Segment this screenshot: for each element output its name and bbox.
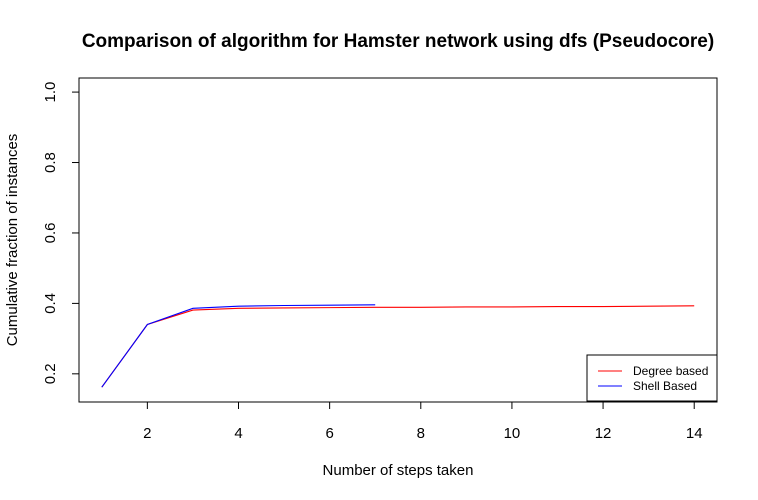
series-line-shell-based [101, 304, 376, 388]
x-tick-label: 2 [143, 425, 151, 442]
x-axis-label: Number of steps taken [323, 462, 474, 479]
y-tick-label: 0.4 [42, 293, 59, 314]
y-tick-label: 1.0 [42, 82, 59, 103]
plot-frame [78, 77, 718, 403]
y-axis: 0.2 0.4 0.6 0.8 1.0 [42, 82, 80, 384]
y-tick-label: 0.6 [42, 223, 59, 244]
series-layer [101, 304, 695, 388]
series-line-degree-based [101, 305, 695, 388]
legend-label-degree-based: Degree based [633, 364, 708, 378]
x-tick-label: 6 [325, 425, 333, 442]
legend-label-shell-based: Shell Based [633, 379, 697, 393]
x-axis: 2 4 6 8 10 12 14 [143, 401, 703, 442]
y-tick-label: 0.2 [42, 363, 59, 384]
x-tick-label: 4 [234, 425, 242, 442]
chart-title: Comparison of algorithm for Hamster netw… [82, 31, 714, 52]
x-tick-label: 14 [686, 425, 703, 442]
x-tick-label: 10 [504, 425, 521, 442]
legend: Degree based Shell Based [586, 354, 718, 402]
x-tick-label: 8 [417, 425, 425, 442]
y-tick-label: 0.8 [42, 152, 59, 173]
x-tick-label: 12 [595, 425, 612, 442]
legend-box [586, 354, 718, 402]
y-axis-label: Cumulative fraction of instances [4, 134, 21, 347]
